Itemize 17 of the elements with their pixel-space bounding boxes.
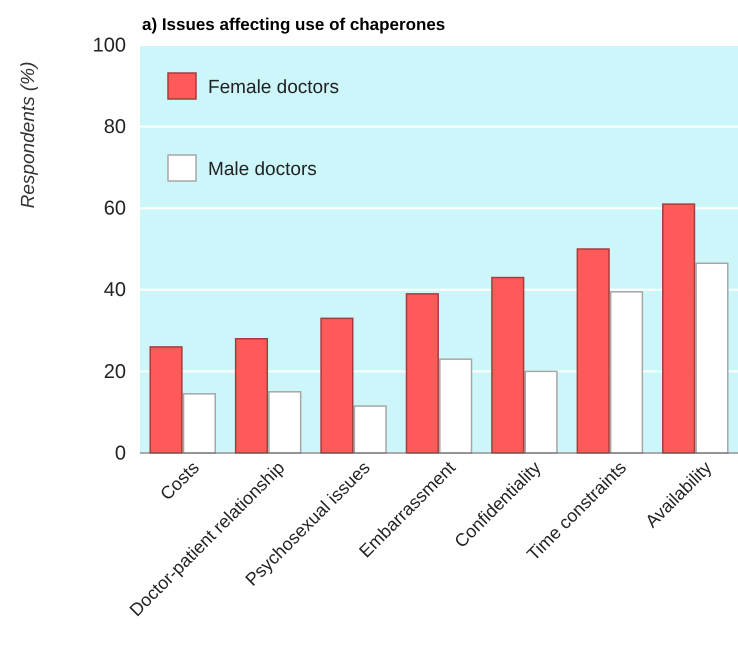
bar	[320, 318, 354, 454]
bar	[149, 346, 183, 454]
bar	[491, 276, 524, 454]
y-axis-title: Respondents (%)	[18, 62, 39, 208]
y-tick-label: 100	[92, 34, 126, 56]
legend-label: Male doctors	[208, 159, 317, 180]
bar	[406, 293, 439, 454]
y-tick-label: 0	[114, 442, 126, 464]
chart-title: a) Issues affecting use of chaperones	[142, 15, 446, 34]
y-tick-label: 80	[104, 116, 126, 138]
y-tick-label: 40	[104, 279, 126, 302]
bar	[662, 203, 696, 454]
legend-label: Female doctors	[208, 77, 339, 98]
y-tick-label: 20	[104, 360, 126, 383]
bar	[576, 248, 610, 454]
y-tick-label: 60	[104, 198, 126, 220]
bar	[234, 338, 268, 454]
